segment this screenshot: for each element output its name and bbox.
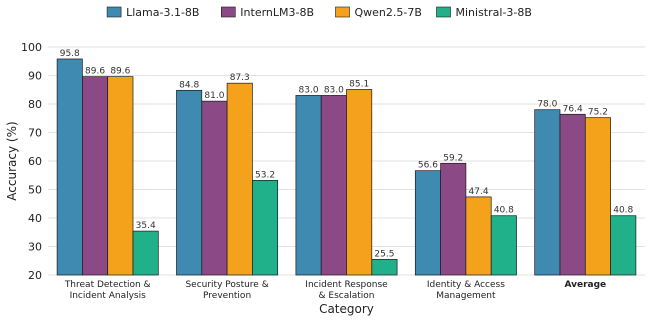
legend-swatch — [221, 6, 236, 18]
x-tick-label: Incident Response & Escalation — [305, 280, 388, 301]
x-tick-label: Threat Detection & Incident Analysis — [64, 280, 151, 301]
y-tick-label: 80 — [28, 98, 42, 111]
bar-value-label: 95.8 — [60, 49, 80, 59]
bar-value-label: 81.0 — [204, 91, 224, 101]
bar-value-label: 53.2 — [255, 170, 275, 180]
bar-value-label: 83.0 — [299, 85, 319, 95]
bar — [584, 117, 611, 276]
y-tick-label: 30 — [28, 241, 42, 254]
bar-value-label: 76.4 — [563, 104, 583, 114]
bar — [371, 258, 398, 276]
bar-value-label: 59.2 — [443, 153, 463, 163]
bar-value-label: 75.2 — [588, 108, 608, 118]
bar-value-label: 56.6 — [418, 161, 438, 171]
bar — [610, 215, 637, 276]
bar-value-label: 47.4 — [469, 187, 489, 197]
x-tick-label-line: Management — [436, 291, 496, 301]
bar — [226, 82, 253, 276]
y-tick-label: 90 — [28, 70, 42, 83]
bar-value-label: 25.5 — [374, 249, 394, 259]
x-tick-label-line: Prevention — [203, 291, 251, 301]
bar — [132, 230, 159, 276]
legend: Llama-3.1-8B InternLM3-8B Qwen2.5-7B Minist… — [106, 6, 532, 19]
legend-swatch — [106, 6, 122, 18]
bar — [490, 215, 517, 276]
bar — [559, 113, 586, 276]
x-tick-label: Security Posture & Prevention — [185, 280, 268, 301]
legend-swatch — [436, 6, 451, 18]
bar — [346, 89, 373, 276]
bar-value-label: 87.3 — [230, 73, 250, 83]
y-axis: 20 30 40 50 60 70 80 90 100 — [21, 41, 42, 282]
y-axis-title: Accuracy (%) — [5, 121, 19, 200]
bar-value-label: 35.4 — [136, 221, 156, 231]
legend-swatch — [335, 6, 350, 18]
x-axis: Threat Detection & Incident Analysis Secur… — [64, 280, 606, 301]
bar — [295, 95, 322, 276]
x-tick-label-line: Incident Response — [305, 280, 388, 290]
x-tick-label-line: Incident Analysis — [70, 291, 147, 301]
bar — [107, 76, 134, 276]
legend-label: InternLM3-8B — [240, 6, 314, 19]
bar — [320, 95, 347, 276]
y-tick-label: 40 — [28, 212, 42, 225]
bar-value-label: 84.8 — [179, 80, 199, 90]
bar — [82, 76, 109, 276]
x-tick-label-line: Threat Detection & — [64, 280, 151, 290]
legend-label: Qwen2.5-7B — [355, 6, 422, 19]
y-tick-label: 100 — [21, 41, 42, 54]
legend-label: Llama-3.1-8B — [126, 6, 199, 19]
x-tick-label-line: Average — [564, 280, 606, 290]
legend-label: Ministral-3-8B — [456, 6, 532, 19]
bar-value-label: 40.8 — [494, 206, 514, 216]
bar — [201, 100, 228, 276]
bar — [465, 196, 492, 276]
x-tick-label: Identity & Access Management — [427, 280, 505, 301]
bar-value-label: 89.6 — [110, 67, 130, 77]
bars: 95.8 89.6 89.6 35.4 84.8 81.0 87.3 53.2 83.0 83.0… — [56, 49, 637, 276]
bar — [440, 162, 467, 276]
y-tick-label: 50 — [28, 184, 42, 197]
y-tick-label: 20 — [28, 269, 42, 282]
y-tick-label: 60 — [28, 155, 42, 168]
bar — [534, 109, 561, 276]
bar-value-label: 40.8 — [613, 206, 633, 216]
x-tick-label: Average — [564, 280, 606, 290]
bar — [176, 89, 203, 276]
bar-value-label: 78.0 — [537, 100, 557, 110]
x-tick-label-line: Security Posture & — [185, 280, 268, 290]
x-axis-title: Category — [319, 302, 374, 316]
bar-value-label: 85.1 — [349, 79, 369, 89]
x-tick-label-line: & Escalation — [319, 291, 375, 301]
bar — [56, 58, 83, 276]
y-tick-label: 70 — [28, 127, 42, 140]
bar-value-label: 83.0 — [324, 85, 344, 95]
bar — [414, 170, 441, 276]
bar — [252, 180, 279, 276]
bar-value-label: 89.6 — [85, 67, 105, 77]
x-tick-label-line: Identity & Access — [427, 280, 505, 290]
